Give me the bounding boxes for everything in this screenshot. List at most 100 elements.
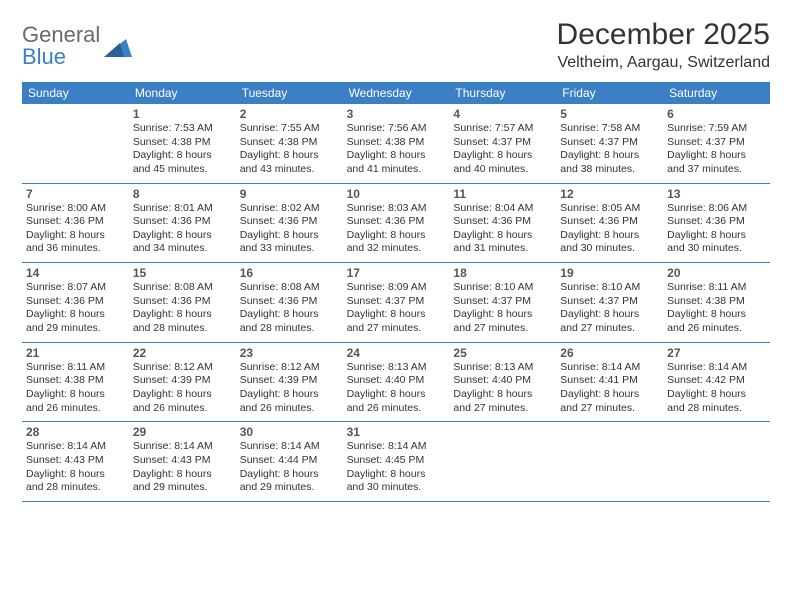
calendar-cell: 16Sunrise: 8:08 AMSunset: 4:36 PMDayligh… <box>236 263 343 342</box>
sunrise-line: Sunrise: 8:00 AM <box>26 202 125 216</box>
month-title: December 2025 <box>557 18 770 52</box>
sunrise-line: Sunrise: 8:14 AM <box>26 440 125 454</box>
day-number: 19 <box>560 266 659 280</box>
location: Veltheim, Aargau, Switzerland <box>557 54 770 72</box>
calendar-cell: 7Sunrise: 8:00 AMSunset: 4:36 PMDaylight… <box>22 184 129 263</box>
calendar-cell: 20Sunrise: 8:11 AMSunset: 4:38 PMDayligh… <box>663 263 770 342</box>
calendar-cell <box>22 104 129 183</box>
day-number: 20 <box>667 266 766 280</box>
day-number: 2 <box>240 107 339 121</box>
daylight-line: Daylight: 8 hours and 28 minutes. <box>667 388 766 415</box>
calendar-cell: 2Sunrise: 7:55 AMSunset: 4:38 PMDaylight… <box>236 104 343 183</box>
day-number: 17 <box>347 266 446 280</box>
day-header: Monday <box>129 82 236 104</box>
day-header: Saturday <box>663 82 770 104</box>
daylight-line: Daylight: 8 hours and 26 minutes. <box>347 388 446 415</box>
sunset-line: Sunset: 4:36 PM <box>560 215 659 229</box>
daylight-line: Daylight: 8 hours and 31 minutes. <box>453 229 552 256</box>
daylight-line: Daylight: 8 hours and 40 minutes. <box>453 149 552 176</box>
calendar-cell: 28Sunrise: 8:14 AMSunset: 4:43 PMDayligh… <box>22 422 129 501</box>
day-number: 24 <box>347 346 446 360</box>
sunset-line: Sunset: 4:38 PM <box>26 374 125 388</box>
calendar-cell: 30Sunrise: 8:14 AMSunset: 4:44 PMDayligh… <box>236 422 343 501</box>
day-headers-row: Sunday Monday Tuesday Wednesday Thursday… <box>22 82 770 104</box>
sunset-line: Sunset: 4:36 PM <box>26 215 125 229</box>
daylight-line: Daylight: 8 hours and 27 minutes. <box>560 308 659 335</box>
daylight-line: Daylight: 8 hours and 26 minutes. <box>133 388 232 415</box>
sunset-line: Sunset: 4:37 PM <box>453 136 552 150</box>
sunset-line: Sunset: 4:38 PM <box>667 295 766 309</box>
calendar-cell <box>663 422 770 501</box>
sunset-line: Sunset: 4:39 PM <box>240 374 339 388</box>
sunrise-line: Sunrise: 8:11 AM <box>667 281 766 295</box>
calendar-cell: 4Sunrise: 7:57 AMSunset: 4:37 PMDaylight… <box>449 104 556 183</box>
daylight-line: Daylight: 8 hours and 27 minutes. <box>347 308 446 335</box>
calendar-cell: 6Sunrise: 7:59 AMSunset: 4:37 PMDaylight… <box>663 104 770 183</box>
sunrise-line: Sunrise: 8:10 AM <box>453 281 552 295</box>
calendar-week: 1Sunrise: 7:53 AMSunset: 4:38 PMDaylight… <box>22 104 770 184</box>
day-header: Sunday <box>22 82 129 104</box>
calendar-week: 14Sunrise: 8:07 AMSunset: 4:36 PMDayligh… <box>22 263 770 343</box>
sunset-line: Sunset: 4:44 PM <box>240 454 339 468</box>
sunset-line: Sunset: 4:36 PM <box>667 215 766 229</box>
sunrise-line: Sunrise: 8:08 AM <box>240 281 339 295</box>
calendar: Sunday Monday Tuesday Wednesday Thursday… <box>22 82 770 502</box>
daylight-line: Daylight: 8 hours and 26 minutes. <box>26 388 125 415</box>
calendar-cell: 22Sunrise: 8:12 AMSunset: 4:39 PMDayligh… <box>129 343 236 422</box>
calendar-cell: 14Sunrise: 8:07 AMSunset: 4:36 PMDayligh… <box>22 263 129 342</box>
daylight-line: Daylight: 8 hours and 30 minutes. <box>667 229 766 256</box>
daylight-line: Daylight: 8 hours and 32 minutes. <box>347 229 446 256</box>
day-number: 3 <box>347 107 446 121</box>
calendar-cell: 1Sunrise: 7:53 AMSunset: 4:38 PMDaylight… <box>129 104 236 183</box>
day-number: 1 <box>133 107 232 121</box>
daylight-line: Daylight: 8 hours and 27 minutes. <box>560 388 659 415</box>
day-number: 4 <box>453 107 552 121</box>
day-number: 18 <box>453 266 552 280</box>
sunrise-line: Sunrise: 8:13 AM <box>453 361 552 375</box>
sunset-line: Sunset: 4:36 PM <box>26 295 125 309</box>
day-number: 31 <box>347 425 446 439</box>
sunrise-line: Sunrise: 8:09 AM <box>347 281 446 295</box>
day-number: 7 <box>26 187 125 201</box>
sunrise-line: Sunrise: 8:10 AM <box>560 281 659 295</box>
sunrise-line: Sunrise: 8:11 AM <box>26 361 125 375</box>
daylight-line: Daylight: 8 hours and 29 minutes. <box>133 468 232 495</box>
sunrise-line: Sunrise: 7:58 AM <box>560 122 659 136</box>
daylight-line: Daylight: 8 hours and 27 minutes. <box>453 388 552 415</box>
sunset-line: Sunset: 4:40 PM <box>453 374 552 388</box>
daylight-line: Daylight: 8 hours and 28 minutes. <box>26 468 125 495</box>
calendar-cell: 3Sunrise: 7:56 AMSunset: 4:38 PMDaylight… <box>343 104 450 183</box>
calendar-cell: 10Sunrise: 8:03 AMSunset: 4:36 PMDayligh… <box>343 184 450 263</box>
sunset-line: Sunset: 4:36 PM <box>133 295 232 309</box>
calendar-week: 7Sunrise: 8:00 AMSunset: 4:36 PMDaylight… <box>22 184 770 264</box>
sunrise-line: Sunrise: 8:14 AM <box>133 440 232 454</box>
sunrise-line: Sunrise: 8:13 AM <box>347 361 446 375</box>
day-number: 23 <box>240 346 339 360</box>
day-number: 6 <box>667 107 766 121</box>
daylight-line: Daylight: 8 hours and 41 minutes. <box>347 149 446 176</box>
calendar-cell: 5Sunrise: 7:58 AMSunset: 4:37 PMDaylight… <box>556 104 663 183</box>
sunset-line: Sunset: 4:37 PM <box>667 136 766 150</box>
calendar-cell: 24Sunrise: 8:13 AMSunset: 4:40 PMDayligh… <box>343 343 450 422</box>
sunrise-line: Sunrise: 8:04 AM <box>453 202 552 216</box>
logo-word2: Blue <box>22 46 100 68</box>
calendar-cell: 17Sunrise: 8:09 AMSunset: 4:37 PMDayligh… <box>343 263 450 342</box>
calendar-cell: 31Sunrise: 8:14 AMSunset: 4:45 PMDayligh… <box>343 422 450 501</box>
sunset-line: Sunset: 4:42 PM <box>667 374 766 388</box>
day-number: 25 <box>453 346 552 360</box>
day-header: Thursday <box>449 82 556 104</box>
title-block: December 2025 Veltheim, Aargau, Switzerl… <box>557 18 770 72</box>
day-number: 30 <box>240 425 339 439</box>
sunset-line: Sunset: 4:43 PM <box>133 454 232 468</box>
sunset-line: Sunset: 4:36 PM <box>240 295 339 309</box>
calendar-week: 21Sunrise: 8:11 AMSunset: 4:38 PMDayligh… <box>22 343 770 423</box>
day-header: Tuesday <box>236 82 343 104</box>
sunset-line: Sunset: 4:37 PM <box>560 136 659 150</box>
daylight-line: Daylight: 8 hours and 28 minutes. <box>240 308 339 335</box>
daylight-line: Daylight: 8 hours and 43 minutes. <box>240 149 339 176</box>
calendar-cell: 29Sunrise: 8:14 AMSunset: 4:43 PMDayligh… <box>129 422 236 501</box>
daylight-line: Daylight: 8 hours and 37 minutes. <box>667 149 766 176</box>
daylight-line: Daylight: 8 hours and 30 minutes. <box>347 468 446 495</box>
day-number: 28 <box>26 425 125 439</box>
day-number: 10 <box>347 187 446 201</box>
